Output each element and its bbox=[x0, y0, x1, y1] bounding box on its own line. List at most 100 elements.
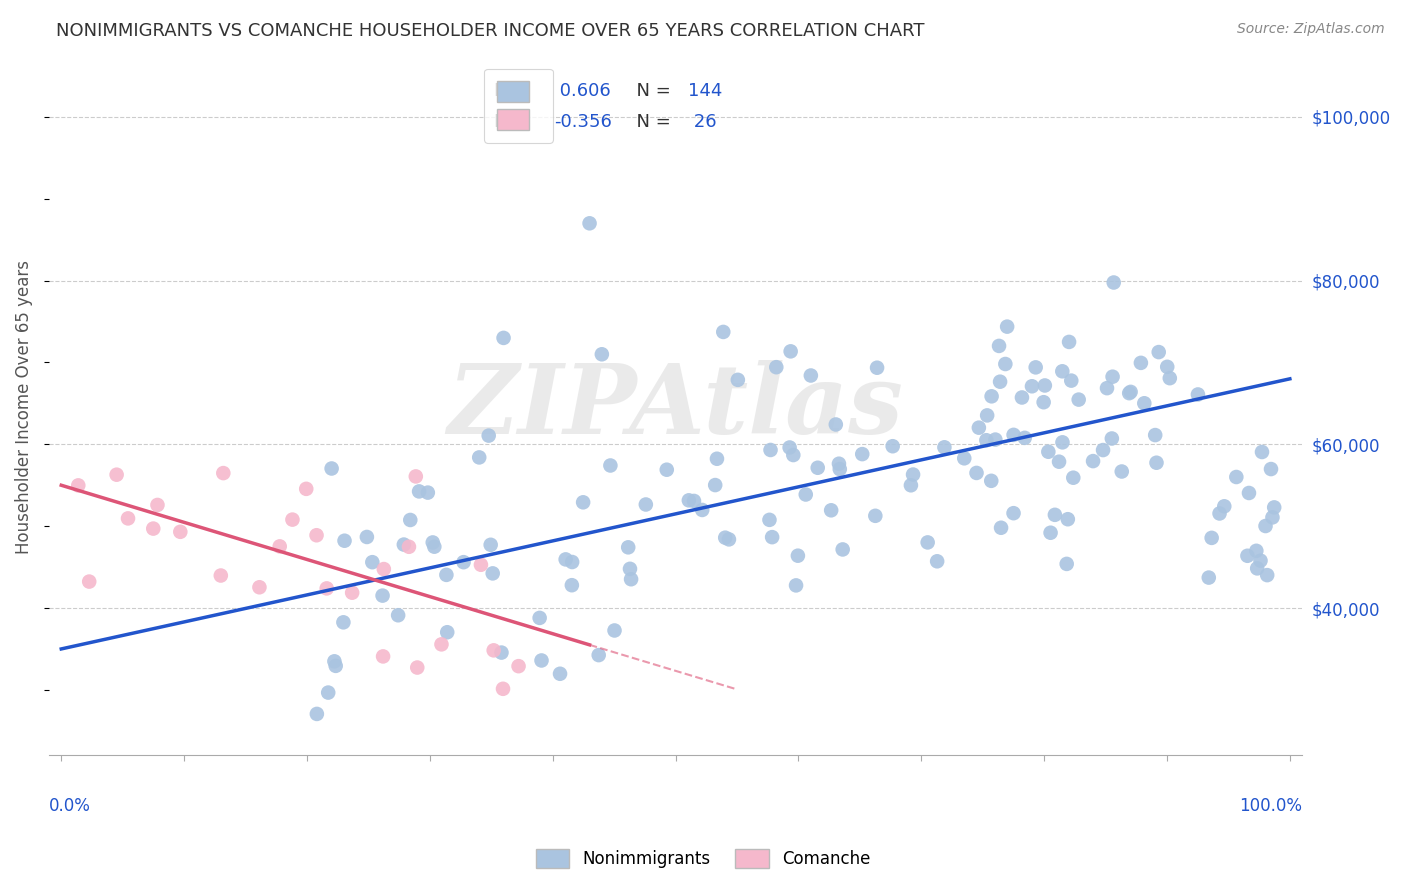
Point bbox=[807, 460, 830, 475]
Point bbox=[704, 478, 727, 492]
Point bbox=[1261, 510, 1284, 524]
Point bbox=[212, 466, 235, 480]
Point bbox=[1092, 443, 1115, 458]
Text: N =: N = bbox=[626, 113, 676, 131]
Point bbox=[408, 484, 430, 499]
Point bbox=[1198, 571, 1220, 585]
Point bbox=[690, 503, 713, 517]
Point bbox=[479, 538, 502, 552]
Point bbox=[1002, 506, 1025, 520]
Point bbox=[759, 442, 782, 457]
Point bbox=[1067, 392, 1090, 407]
Point bbox=[142, 522, 165, 536]
Point bbox=[1032, 395, 1054, 409]
Point bbox=[1039, 525, 1062, 540]
Point bbox=[453, 555, 475, 569]
Point bbox=[405, 469, 427, 483]
Point bbox=[1101, 369, 1123, 384]
Point bbox=[1002, 428, 1025, 442]
Point bbox=[786, 549, 808, 563]
Point bbox=[315, 582, 337, 596]
Point bbox=[1201, 531, 1223, 545]
Point bbox=[1056, 512, 1078, 526]
Point bbox=[1237, 486, 1260, 500]
Point bbox=[1102, 276, 1125, 290]
Point bbox=[779, 344, 801, 359]
Point bbox=[1144, 428, 1167, 442]
Point bbox=[406, 660, 429, 674]
Text: 0.0%: 0.0% bbox=[49, 797, 91, 815]
Legend: , : , bbox=[484, 69, 553, 143]
Point bbox=[1254, 519, 1277, 533]
Point bbox=[323, 654, 346, 668]
Point bbox=[620, 572, 643, 586]
Point bbox=[1156, 359, 1178, 374]
Point bbox=[482, 643, 505, 657]
Point bbox=[927, 554, 949, 568]
Point bbox=[828, 462, 851, 476]
Point bbox=[1118, 386, 1140, 401]
Point bbox=[492, 681, 515, 696]
Point bbox=[976, 434, 998, 448]
Point bbox=[1056, 557, 1078, 571]
Text: ZIPAtlas: ZIPAtlas bbox=[447, 360, 904, 455]
Text: 0.606: 0.606 bbox=[554, 82, 610, 100]
Point bbox=[529, 611, 551, 625]
Point bbox=[588, 648, 610, 662]
Text: 144: 144 bbox=[688, 82, 723, 100]
Point bbox=[371, 589, 394, 603]
Point bbox=[976, 409, 998, 423]
Point bbox=[967, 420, 990, 434]
Point bbox=[785, 578, 807, 592]
Point bbox=[1052, 364, 1074, 378]
Point bbox=[436, 625, 458, 640]
Point bbox=[508, 659, 530, 673]
Point bbox=[1052, 435, 1074, 450]
Point bbox=[714, 531, 737, 545]
Point bbox=[761, 530, 783, 544]
Point bbox=[758, 513, 780, 527]
Point bbox=[1187, 387, 1209, 401]
Point bbox=[478, 428, 501, 442]
Point bbox=[1260, 462, 1282, 476]
Point bbox=[305, 706, 328, 721]
Point bbox=[678, 493, 700, 508]
Point bbox=[316, 685, 339, 699]
Point bbox=[146, 498, 169, 512]
Point bbox=[1250, 554, 1272, 568]
Text: 26: 26 bbox=[688, 113, 717, 131]
Point bbox=[578, 216, 600, 230]
Point bbox=[1246, 561, 1268, 575]
Point bbox=[1062, 471, 1084, 485]
Point bbox=[399, 513, 422, 527]
Text: 100.0%: 100.0% bbox=[1239, 797, 1302, 815]
Text: R =: R = bbox=[494, 82, 533, 100]
Point bbox=[1119, 384, 1142, 399]
Point bbox=[599, 458, 621, 473]
Point bbox=[1081, 454, 1104, 468]
Point bbox=[1021, 379, 1043, 393]
Point bbox=[340, 585, 363, 599]
Point bbox=[619, 562, 641, 576]
Point bbox=[882, 439, 904, 453]
Point bbox=[416, 485, 439, 500]
Point bbox=[422, 535, 444, 549]
Point bbox=[249, 580, 271, 594]
Point bbox=[423, 540, 446, 554]
Point bbox=[572, 495, 595, 509]
Point bbox=[953, 451, 976, 466]
Point bbox=[1038, 444, 1060, 458]
Text: N =: N = bbox=[626, 82, 676, 100]
Point bbox=[1043, 508, 1066, 522]
Point bbox=[1208, 507, 1230, 521]
Point bbox=[1011, 391, 1033, 405]
Point bbox=[603, 624, 626, 638]
Point bbox=[1129, 356, 1152, 370]
Point bbox=[994, 357, 1017, 371]
Point bbox=[980, 389, 1002, 403]
Point bbox=[683, 494, 706, 508]
Point bbox=[295, 482, 318, 496]
Point bbox=[333, 533, 356, 548]
Point bbox=[1111, 465, 1133, 479]
Point bbox=[988, 375, 1011, 389]
